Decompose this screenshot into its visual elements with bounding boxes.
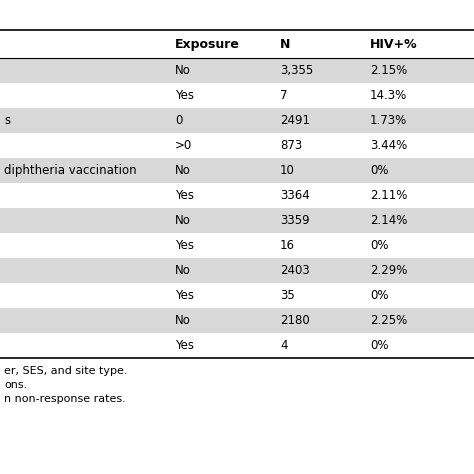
Text: No: No <box>175 264 191 277</box>
Bar <box>0 308 474 333</box>
Text: HIV+%: HIV+% <box>370 37 418 51</box>
Text: 14.3%: 14.3% <box>370 89 407 102</box>
Bar <box>0 108 474 133</box>
Text: Yes: Yes <box>175 189 194 202</box>
Text: No: No <box>175 164 191 177</box>
Text: 3359: 3359 <box>280 214 310 227</box>
Text: 1.73%: 1.73% <box>370 114 407 127</box>
Text: er, SES, and site type.: er, SES, and site type. <box>4 366 128 376</box>
Text: 2.11%: 2.11% <box>370 189 407 202</box>
Text: 0%: 0% <box>370 289 389 302</box>
Bar <box>0 208 474 233</box>
Text: N: N <box>280 37 291 51</box>
Text: 0%: 0% <box>370 239 389 252</box>
Text: 2.15%: 2.15% <box>370 64 407 77</box>
Text: 2491: 2491 <box>280 114 310 127</box>
Text: 2.29%: 2.29% <box>370 264 407 277</box>
Text: 2403: 2403 <box>280 264 310 277</box>
Text: 2.14%: 2.14% <box>370 214 407 227</box>
Text: 2.25%: 2.25% <box>370 314 407 327</box>
Text: 16: 16 <box>280 239 295 252</box>
Text: 7: 7 <box>280 89 288 102</box>
Text: Exposure: Exposure <box>175 37 240 51</box>
Text: No: No <box>175 214 191 227</box>
Text: Yes: Yes <box>175 289 194 302</box>
Text: Yes: Yes <box>175 89 194 102</box>
Text: 0: 0 <box>175 114 182 127</box>
Text: s: s <box>4 114 10 127</box>
Text: n non-response rates.: n non-response rates. <box>4 394 126 404</box>
Text: Yes: Yes <box>175 239 194 252</box>
Text: 4: 4 <box>280 339 288 352</box>
Text: diphtheria vaccination: diphtheria vaccination <box>4 164 137 177</box>
Bar <box>0 158 474 183</box>
Text: 0%: 0% <box>370 339 389 352</box>
Bar <box>0 258 474 283</box>
Text: No: No <box>175 64 191 77</box>
Text: ons.: ons. <box>4 380 27 390</box>
Text: Yes: Yes <box>175 339 194 352</box>
Text: 35: 35 <box>280 289 295 302</box>
Text: 0%: 0% <box>370 164 389 177</box>
Text: 10: 10 <box>280 164 295 177</box>
Bar <box>0 58 474 83</box>
Text: No: No <box>175 314 191 327</box>
Text: 2180: 2180 <box>280 314 310 327</box>
Text: 3.44%: 3.44% <box>370 139 407 152</box>
Text: 3,355: 3,355 <box>280 64 313 77</box>
Text: 873: 873 <box>280 139 302 152</box>
Text: 3364: 3364 <box>280 189 310 202</box>
Text: >0: >0 <box>175 139 192 152</box>
